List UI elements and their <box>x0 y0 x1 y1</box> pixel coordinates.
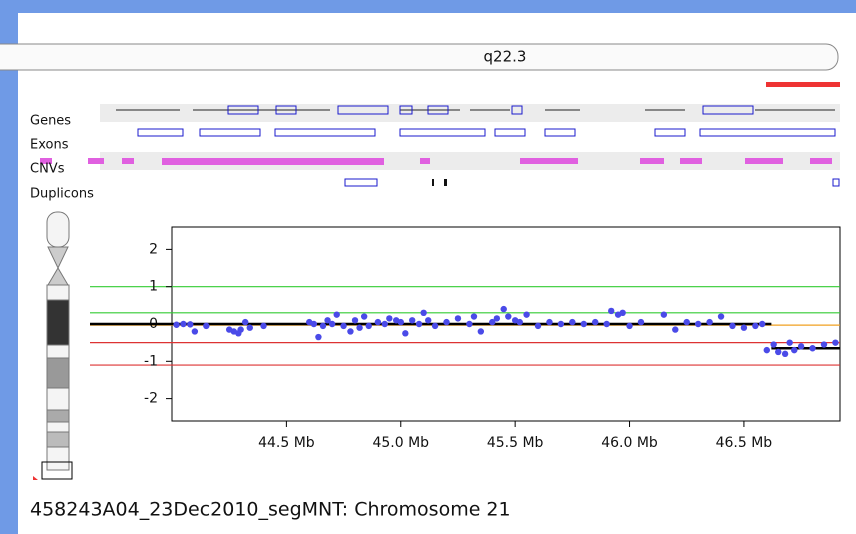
data-point <box>409 317 416 324</box>
data-point <box>717 313 725 320</box>
data-point <box>775 348 782 356</box>
data-point <box>402 330 409 337</box>
data-point <box>786 339 793 346</box>
data-point <box>626 322 633 330</box>
y-tick-label: -1 <box>144 353 158 369</box>
y-tick-label: 2 <box>149 241 158 257</box>
data-point <box>347 328 354 335</box>
data-point <box>324 317 331 324</box>
data-point <box>534 322 542 330</box>
data-point <box>477 328 485 335</box>
data-point <box>340 322 347 330</box>
ideogram <box>33 211 73 480</box>
x-tick-label: 44.5 Mb <box>258 435 315 451</box>
data-point <box>310 320 318 328</box>
data-point <box>516 318 523 326</box>
region-marker <box>766 82 840 87</box>
x-tick-label: 45.0 Mb <box>372 435 429 451</box>
data-point <box>365 322 372 330</box>
y-tick-label: 1 <box>149 279 158 295</box>
data-point <box>260 322 267 330</box>
data-point <box>374 318 382 326</box>
data-point <box>759 320 766 328</box>
data-point <box>425 317 432 324</box>
data-point <box>523 311 530 318</box>
track-label: Exons <box>30 138 69 153</box>
x-tick-label: 46.0 Mb <box>601 435 658 451</box>
data-point <box>443 318 450 326</box>
data-point <box>603 320 610 328</box>
data-point <box>431 322 439 330</box>
data-point <box>203 322 210 330</box>
data-point <box>740 324 748 331</box>
data-point <box>592 318 599 326</box>
track-label: Genes <box>30 114 71 129</box>
data-point <box>489 318 496 326</box>
data-point <box>608 307 615 315</box>
data-point <box>820 341 828 348</box>
data-point <box>493 315 501 322</box>
data-point <box>191 328 199 335</box>
data-point <box>356 324 363 331</box>
data-point <box>672 326 679 333</box>
data-point <box>569 318 576 326</box>
data-point <box>420 309 427 317</box>
data-point <box>683 318 690 326</box>
caption: 458243A04_23Dec2010_segMNT: Chromosome 2… <box>30 499 511 521</box>
data-point <box>242 318 249 326</box>
panel <box>18 13 856 534</box>
data-point <box>397 318 404 326</box>
data-point <box>637 318 645 326</box>
track-label: Duplicons <box>30 187 94 202</box>
data-point <box>173 321 180 328</box>
data-point <box>360 313 368 320</box>
data-point <box>505 313 512 320</box>
track-label: CNVs <box>30 162 65 177</box>
data-point <box>415 320 423 328</box>
data-point <box>319 322 327 330</box>
data-point <box>832 339 839 346</box>
data-point <box>237 326 244 333</box>
data-point <box>333 311 340 318</box>
data-point <box>180 320 187 328</box>
x-tick-label: 45.5 Mb <box>487 435 544 451</box>
data-point <box>500 305 507 313</box>
data-point <box>580 320 587 328</box>
data-point <box>351 317 359 324</box>
data-point <box>470 313 478 320</box>
data-point <box>619 309 626 317</box>
data-point <box>466 320 473 328</box>
data-point <box>386 315 393 322</box>
data-point <box>546 318 553 326</box>
data-point <box>187 321 194 328</box>
x-tick-label: 46.5 Mb <box>716 435 773 451</box>
data-point <box>454 315 462 322</box>
data-point <box>557 320 565 328</box>
data-point <box>809 345 816 352</box>
track-lanes <box>40 104 840 187</box>
data-point <box>729 322 736 330</box>
band-header <box>0 43 839 71</box>
data-point <box>797 343 805 350</box>
data-point <box>781 350 789 358</box>
data-point <box>328 320 336 328</box>
data-point <box>706 318 713 326</box>
data-point <box>660 311 668 318</box>
band-label: q22.3 <box>484 48 527 66</box>
data-point <box>770 341 777 348</box>
data-point <box>694 320 702 328</box>
data-point <box>763 346 770 354</box>
data-point <box>315 333 322 341</box>
data-point <box>246 324 253 331</box>
data-point <box>752 322 759 330</box>
y-tick-label: -2 <box>144 391 158 407</box>
data-point <box>791 346 798 354</box>
data-point <box>381 320 388 328</box>
